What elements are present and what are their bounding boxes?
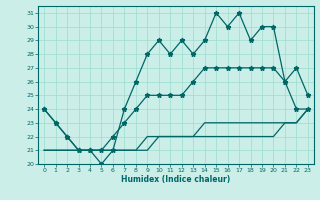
X-axis label: Humidex (Indice chaleur): Humidex (Indice chaleur) [121, 175, 231, 184]
